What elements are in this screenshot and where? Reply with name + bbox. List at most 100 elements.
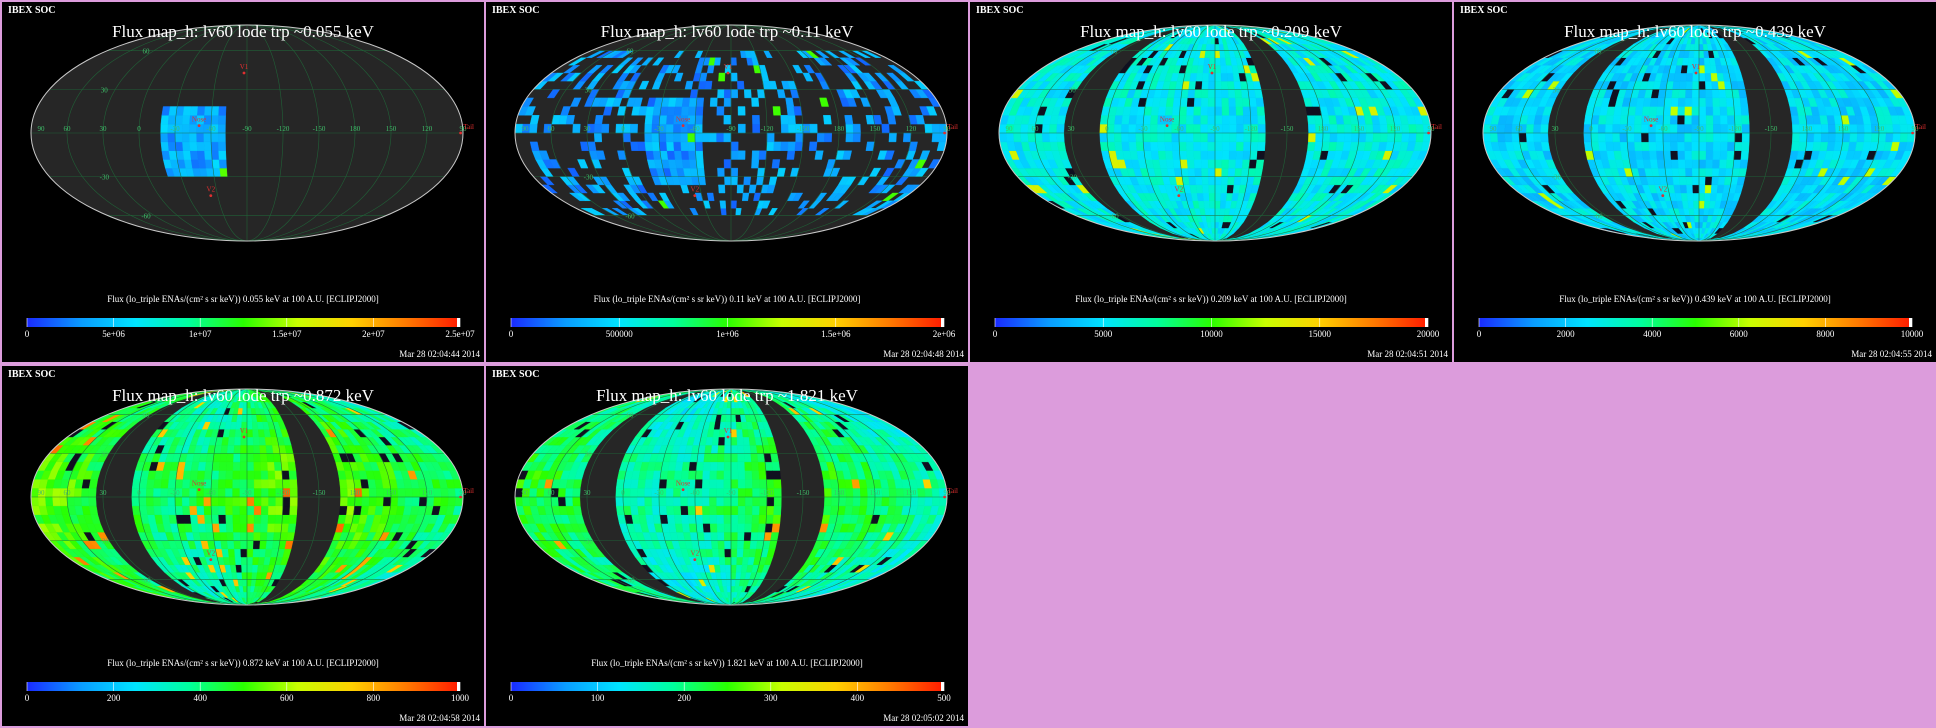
flux-cell [1227,80,1236,90]
flux-cell [718,184,726,194]
flux-cell [258,436,267,446]
flux-cell [182,470,192,480]
flux-cell [1195,72,1204,82]
flux-cell [287,461,297,471]
voyager2-label: V2 [691,186,700,194]
flux-cell [375,487,385,498]
flux-cell [1214,80,1222,90]
flux-cell [1634,141,1643,151]
flux-cell [1227,167,1236,177]
flux-cell [1678,167,1687,177]
flux-cell [1849,132,1858,143]
flux-cell [1677,159,1686,169]
flux-cell [1540,115,1551,125]
flux-cell [239,505,248,515]
nose-label: Nose [1160,116,1174,124]
flux-cell [181,123,190,134]
map-outline [998,24,1432,242]
header-label: IBEX SOC [1460,5,1508,16]
voyager1-marker [1210,71,1214,75]
longitude-label: 150 [1354,125,1365,133]
flux-cell [673,123,682,134]
colorbar-tick-label: 1.5e+07 [272,329,302,339]
flux-cell [723,89,732,99]
flux-cell [1128,123,1137,134]
flux-cell [1719,97,1728,107]
flux-cell [1233,176,1242,186]
flux-cell [1689,43,1696,51]
flux-cell [1250,132,1259,143]
flux-cell [160,487,169,498]
flux-cell [888,132,897,143]
flux-cell [695,97,705,107]
flux-cell [1201,176,1209,186]
flux-cell [751,159,760,169]
flux-cell [1207,115,1216,125]
flux-cell [246,453,255,463]
flux-cell [167,479,177,489]
voyager2-marker [1661,194,1665,198]
flux-cell [234,556,242,566]
flux-cell [1135,115,1145,125]
flux-cell [1210,43,1216,51]
flux-cell [232,496,241,507]
flux-cell [1211,227,1216,234]
nose-marker [1649,124,1653,127]
flux-cell [189,505,198,515]
flux-cell [266,531,275,541]
flux-cell [1705,159,1714,169]
flux-cell [167,115,177,125]
flux-cell [1685,167,1693,177]
flux-cell [1013,132,1022,143]
flux-cell [1221,89,1229,99]
flux-cell [1712,97,1721,107]
flux-cell [1583,132,1592,143]
flux-cell [259,540,268,550]
flux-cell [1691,167,1700,177]
flux-cell [1336,132,1345,143]
flux-cell [1210,215,1216,223]
flux-cell [788,123,797,134]
flux-cell [1187,167,1196,177]
flux-cell [1705,89,1713,99]
flux-cell [232,505,241,515]
flux-cell [1114,141,1123,151]
flux-cell [1221,167,1229,177]
flux-cell [771,159,781,169]
flux-cell [1227,176,1236,186]
flux-cell [1214,192,1222,202]
flux-cell [1308,123,1317,134]
longitude-label: 90 [1490,125,1498,133]
longitude-label: -60 [1658,125,1668,133]
flux-cell [210,115,219,125]
timestamp: Mar 28 02:04:51 2014 [1367,349,1448,359]
flux-cell [217,132,226,143]
flux-cell [1196,65,1205,74]
flux-cell [1056,132,1065,143]
flux-cell [1693,50,1700,58]
flux-cell [1242,106,1251,116]
flux-cell [1200,106,1209,116]
flux-cell [1372,132,1381,143]
flux-cell [252,548,260,558]
flux-cell [887,65,906,74]
flux-cell [181,487,190,498]
flux-cell [197,523,207,533]
flux-cell [1121,115,1131,125]
tail-marker [1427,131,1430,135]
flux-cell [785,97,795,107]
flux-cell [145,496,154,507]
voyager2-marker [693,194,697,198]
flux-cell [1227,89,1236,99]
flux-cell [1849,123,1858,134]
flux-cell [246,496,255,507]
flux-cell [1649,159,1659,169]
flux-cell [1634,106,1644,116]
flux-cell [252,556,260,566]
flux-cell [644,115,654,125]
flux-cell [1698,106,1707,116]
flux-cell [1798,141,1807,151]
flux-cell [792,65,804,74]
flux-cell [246,461,255,471]
flux-cell [1856,132,1865,143]
